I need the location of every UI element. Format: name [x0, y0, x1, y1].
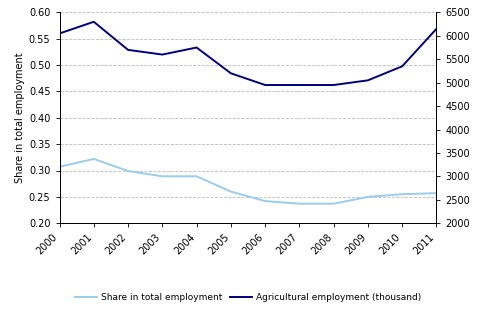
Share in total employment — [399, 192, 405, 196]
Share in total employment — [331, 202, 337, 206]
Legend: Share in total employment, Agricultural employment (thousand): Share in total employment, Agricultural … — [71, 289, 425, 305]
Share in total employment — [193, 175, 199, 178]
Y-axis label: Share in total employment: Share in total employment — [15, 52, 25, 183]
Line: Share in total employment: Share in total employment — [60, 159, 436, 204]
Share in total employment — [228, 190, 234, 193]
Agricultural employment (thousand) — [434, 27, 439, 31]
Share in total employment — [91, 157, 97, 161]
Agricultural employment (thousand) — [365, 78, 371, 82]
Share in total employment — [434, 191, 439, 195]
Share in total employment — [57, 165, 62, 169]
Agricultural employment (thousand) — [262, 83, 268, 87]
Share in total employment — [262, 199, 268, 203]
Agricultural employment (thousand) — [125, 48, 131, 52]
Line: Agricultural employment (thousand): Agricultural employment (thousand) — [60, 22, 436, 85]
Agricultural employment (thousand) — [297, 83, 303, 87]
Share in total employment — [365, 195, 371, 199]
Agricultural employment (thousand) — [193, 46, 199, 49]
Share in total employment — [125, 169, 131, 173]
Agricultural employment (thousand) — [331, 83, 337, 87]
Agricultural employment (thousand) — [91, 20, 97, 24]
Agricultural employment (thousand) — [159, 53, 165, 56]
Share in total employment — [297, 202, 303, 206]
Share in total employment — [159, 175, 165, 178]
Agricultural employment (thousand) — [399, 64, 405, 68]
Agricultural employment (thousand) — [228, 71, 234, 75]
Agricultural employment (thousand) — [57, 32, 62, 35]
